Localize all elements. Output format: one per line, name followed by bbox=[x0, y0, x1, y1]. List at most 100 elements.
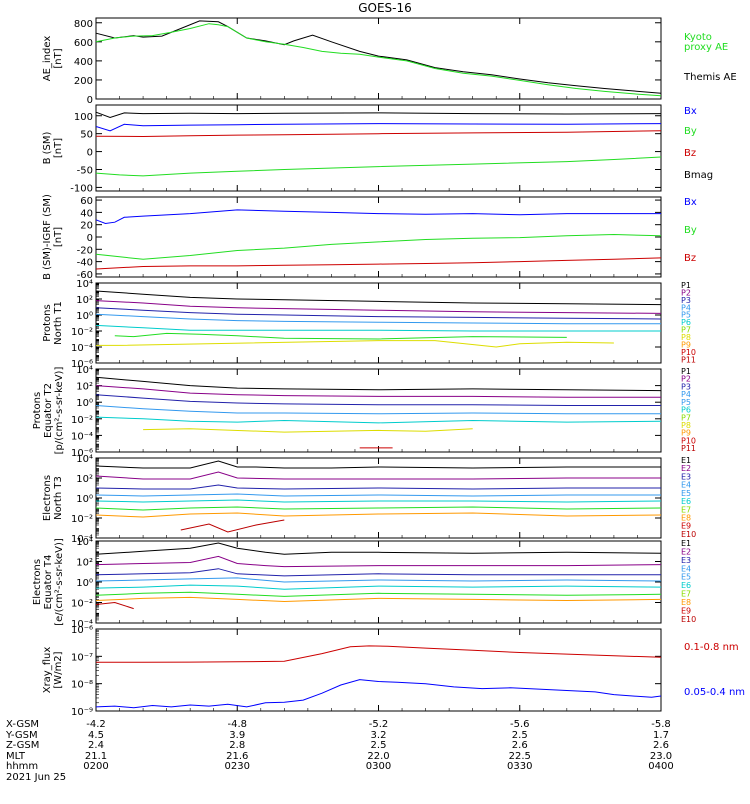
panel-frame bbox=[95, 457, 662, 539]
y-tick-label: 10⁻⁶ bbox=[71, 359, 93, 370]
y-tick-label: 10⁻² bbox=[71, 514, 93, 525]
x-tick-label: 21.1 bbox=[85, 751, 107, 762]
y-tick-label: -100 bbox=[70, 183, 93, 194]
y-tick-label: 800 bbox=[74, 19, 93, 30]
y-tick-label: -40 bbox=[77, 258, 93, 269]
legend-e7: E7 bbox=[681, 590, 691, 599]
y-axis-label: [nT] bbox=[53, 48, 64, 68]
legend-p2: P2 bbox=[681, 375, 691, 384]
x-axis-row-label: Y-GSM bbox=[5, 730, 38, 741]
y-tick-label: 400 bbox=[74, 57, 93, 68]
series-line-bx bbox=[95, 123, 662, 132]
series-line-p7 bbox=[114, 332, 567, 340]
y-axis-label: Equator T2 bbox=[43, 383, 54, 438]
x-tick-label: 3.2 bbox=[371, 730, 387, 741]
legend-p4: P4 bbox=[681, 303, 691, 312]
legend-p6: P6 bbox=[681, 318, 691, 327]
x-tick-label: 3.9 bbox=[229, 730, 245, 741]
y-tick-label: 10⁻⁴ bbox=[71, 431, 93, 442]
legend-e4: E4 bbox=[681, 481, 691, 490]
legend-e2: E2 bbox=[681, 547, 691, 556]
series-line-e6 bbox=[95, 584, 662, 590]
x-tick-label: 22.0 bbox=[367, 751, 389, 762]
series-line-bx bbox=[95, 209, 661, 225]
legend-proxy-ae: proxy AE bbox=[684, 42, 728, 53]
panel-protons_t1: 10⁴ 10² 10⁰ 10⁻² 10⁻⁴ 10⁻⁶ Protons North T1 P1P2… bbox=[42, 279, 696, 370]
legend-themis-ae: Themis AE bbox=[683, 72, 737, 83]
y-tick-label: 10⁴ bbox=[76, 454, 93, 465]
legend-p10: P10 bbox=[681, 348, 696, 357]
y-tick-label: 10⁻² bbox=[71, 415, 93, 426]
series-line-p6 bbox=[95, 324, 661, 332]
legend-p11: P11 bbox=[681, 355, 696, 364]
panel-xray: 10⁻⁶ 10⁻⁷ 10⁻⁸ 10⁻⁹ Xray_flux [W/m2] 0.1-0.8 n… bbox=[42, 625, 745, 718]
series-line-e2 bbox=[95, 471, 661, 480]
y-tick-label: -50 bbox=[77, 166, 93, 177]
y-axis-label: North T3 bbox=[53, 476, 64, 520]
y-tick-label: 200 bbox=[74, 76, 93, 87]
y-axis-label: Xray_flux bbox=[42, 647, 53, 694]
y-axis-label: Protons bbox=[32, 392, 43, 429]
y-axis-label: Equator T4 bbox=[43, 555, 54, 610]
y-axis-label: [W/m2] bbox=[53, 651, 64, 688]
legend-p5: P5 bbox=[681, 398, 691, 407]
series-line-p2 bbox=[95, 300, 662, 314]
legend-p9: P9 bbox=[681, 429, 691, 438]
y-tick-label: 10⁻² bbox=[71, 599, 93, 610]
y-tick-label: 10⁴ bbox=[76, 279, 93, 290]
series-line-bz bbox=[95, 257, 662, 270]
y-tick-label: -60 bbox=[77, 270, 93, 281]
y-axis-label: B (SM) bbox=[42, 131, 53, 164]
x-tick-label: 21.6 bbox=[226, 751, 248, 762]
legend-e6: E6 bbox=[681, 581, 691, 590]
y-axis-label: Electrons bbox=[42, 475, 53, 521]
y-tick-label: 50 bbox=[80, 130, 93, 141]
legend-p11: P11 bbox=[681, 444, 696, 453]
y-tick-label: 10⁻⁴ bbox=[71, 534, 93, 545]
series-line-p8 bbox=[96, 340, 614, 348]
legend-p5: P5 bbox=[681, 311, 691, 320]
legend-e9: E9 bbox=[681, 606, 691, 615]
series-line-0-05-0-4-nm bbox=[95, 679, 662, 709]
legend-p2: P2 bbox=[681, 288, 691, 297]
legend-p1: P1 bbox=[681, 367, 691, 376]
y-axis-label: [p/(cm²-s-sr-keV)] bbox=[54, 367, 65, 455]
y-tick-label: 10⁰ bbox=[76, 311, 93, 322]
series-line-by bbox=[95, 156, 662, 177]
x-tick-label: 2.5 bbox=[371, 740, 387, 751]
y-tick-label: 10⁻⁴ bbox=[71, 619, 93, 630]
x-tick-label: 23.0 bbox=[650, 751, 672, 762]
legend-e5: E5 bbox=[681, 489, 691, 498]
legend-e3: E3 bbox=[681, 472, 691, 481]
legend-kyoto: Kyoto bbox=[684, 32, 712, 43]
series-line-e1 bbox=[95, 460, 661, 469]
y-tick-label: 10⁰ bbox=[76, 578, 93, 589]
figure-title: GOES-16 bbox=[358, 1, 412, 15]
series-line-p1 bbox=[95, 376, 662, 392]
series-line-bmag bbox=[95, 111, 662, 119]
x-tick-label: 4.5 bbox=[88, 730, 104, 741]
legend-e10: E10 bbox=[681, 530, 696, 539]
panel-frame bbox=[95, 628, 662, 712]
panel-b_sm: -100 -50 0 50 100 B (SM) [nT] Bx By Bz Bmag bbox=[42, 104, 713, 194]
legend-p3: P3 bbox=[681, 296, 691, 305]
x-tick-label: 2.6 bbox=[512, 740, 528, 751]
series-line-0-1-0-8-nm bbox=[96, 645, 662, 663]
x-tick-label: 2.6 bbox=[653, 740, 669, 751]
series-line-bz bbox=[95, 130, 662, 138]
x-tick-label: 0230 bbox=[225, 761, 250, 772]
y-tick-label: 10⁻⁹ bbox=[71, 707, 93, 718]
series-line-e9 bbox=[95, 601, 134, 610]
legend-e3: E3 bbox=[681, 556, 691, 565]
x-tick-label: 0200 bbox=[83, 761, 108, 772]
series-line-p3 bbox=[95, 394, 661, 406]
series-line-e5 bbox=[95, 577, 662, 583]
series-line-e3 bbox=[95, 484, 661, 490]
legend-p8: P8 bbox=[681, 421, 691, 430]
legend-0-05-0-4-nm: 0.05-0.4 nm bbox=[684, 687, 745, 698]
y-tick-label: 40 bbox=[80, 208, 93, 219]
series-line-p1 bbox=[95, 290, 662, 306]
legend-by: By bbox=[684, 126, 697, 137]
